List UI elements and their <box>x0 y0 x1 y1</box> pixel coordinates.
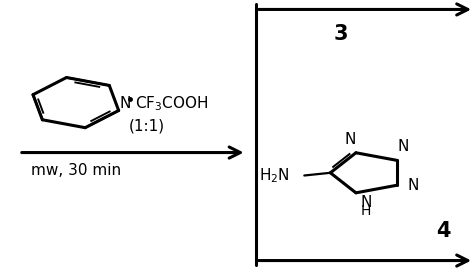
Text: CF$_3$COOH: CF$_3$COOH <box>135 94 209 113</box>
Text: N: N <box>397 140 409 154</box>
Text: H$_2$N: H$_2$N <box>259 166 290 185</box>
Text: N: N <box>119 96 131 111</box>
Text: N: N <box>408 178 419 193</box>
Text: 3: 3 <box>334 24 348 44</box>
Text: H: H <box>361 204 371 218</box>
Text: N: N <box>345 132 356 147</box>
Text: (1:1): (1:1) <box>129 118 165 133</box>
Text: mw, 30 min: mw, 30 min <box>31 163 121 178</box>
Text: 4: 4 <box>436 221 450 241</box>
Text: N: N <box>361 195 372 210</box>
